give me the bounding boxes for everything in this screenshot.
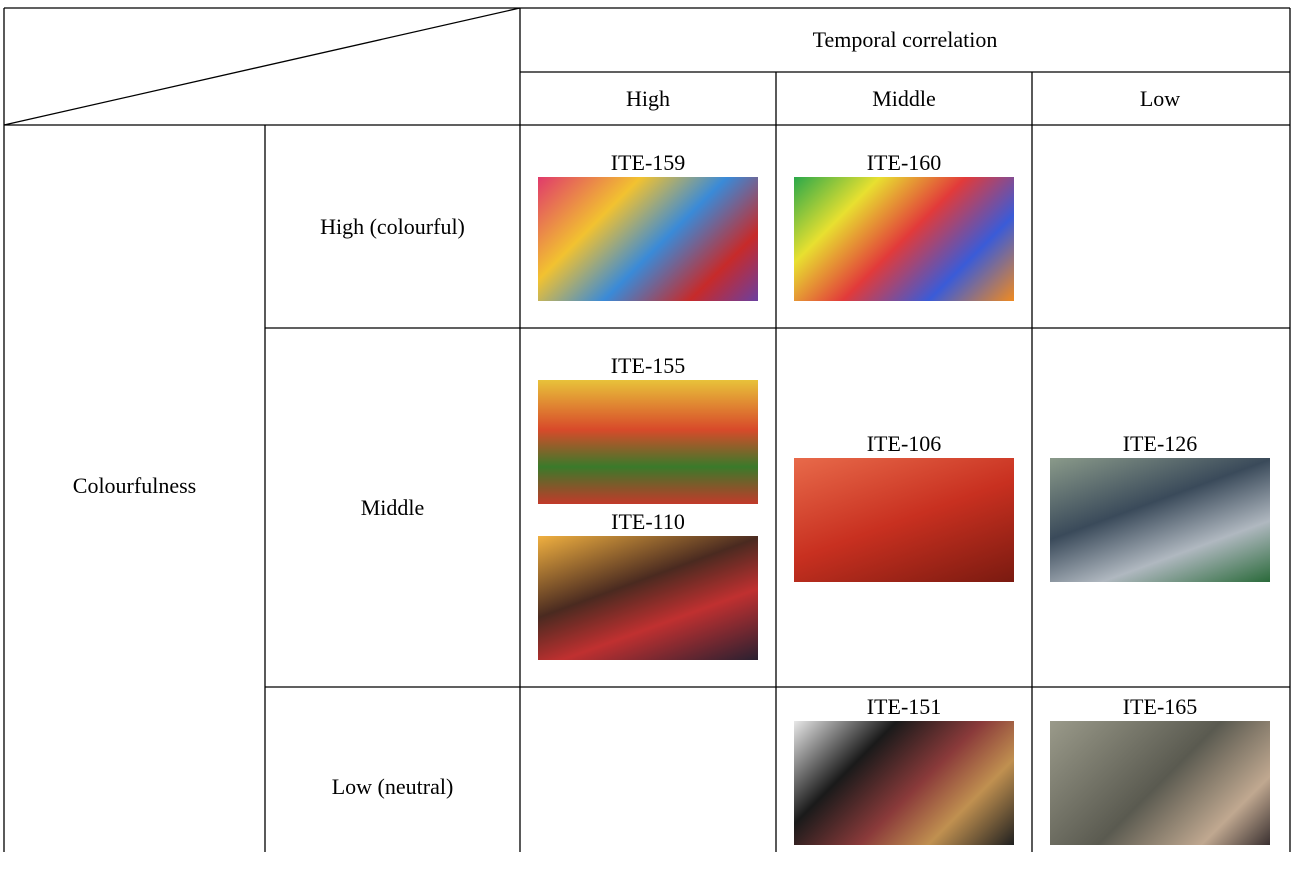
sequence-thumbnail (794, 176, 1014, 301)
sequence-label: ITE-159 (610, 149, 686, 175)
table-cell (1032, 125, 1288, 328)
table-cell: ITE-159 (520, 125, 776, 328)
sequence-label: ITE-155 (610, 352, 686, 378)
sequence-thumbnail (538, 535, 758, 660)
row-group-label: Colourfulness (72, 473, 197, 498)
table-cell: ITE-106 (776, 328, 1032, 687)
row-label: Low (neutral) (331, 774, 454, 799)
column-header: Middle (872, 85, 936, 111)
row-label: High (colourful) (320, 213, 465, 239)
table-cell: ITE-160 (776, 125, 1032, 328)
sequence-label: ITE-110 (611, 508, 685, 534)
table-cell (520, 687, 776, 887)
sequence-label: ITE-106 (866, 430, 942, 456)
diagonal (3, 7, 521, 126)
sequence-thumbnail (794, 721, 1014, 845)
table-cell: ITE-126 (1032, 328, 1288, 687)
sequence-thumbnail (1050, 721, 1270, 845)
page: Temporal correlation Colourfulness High M… (3, 7, 1291, 852)
sequence-thumbnail (794, 457, 1014, 582)
row-group: Colourfulness (4, 125, 265, 852)
column-header: High (626, 85, 670, 111)
sequence-label: ITE-126 (1122, 430, 1198, 456)
sequence-label: ITE-151 (866, 694, 942, 719)
sequence-thumbnail (538, 176, 758, 301)
row-label: Middle (360, 494, 425, 520)
table-cell: ITE-155 ITE-110 (520, 328, 776, 687)
sequence-label: ITE-160 (866, 149, 942, 175)
column-group: Temporal correlation (812, 27, 998, 52)
sequence-thumbnail (1050, 457, 1270, 582)
sequence-thumbnail (538, 379, 758, 504)
sequence-label: ITE-165 (1122, 694, 1198, 719)
table-grid (3, 7, 1291, 852)
table-cell: ITE-151 (776, 687, 1032, 887)
column-header: Low (1139, 85, 1181, 111)
table-cell: ITE-165 (1032, 687, 1288, 887)
